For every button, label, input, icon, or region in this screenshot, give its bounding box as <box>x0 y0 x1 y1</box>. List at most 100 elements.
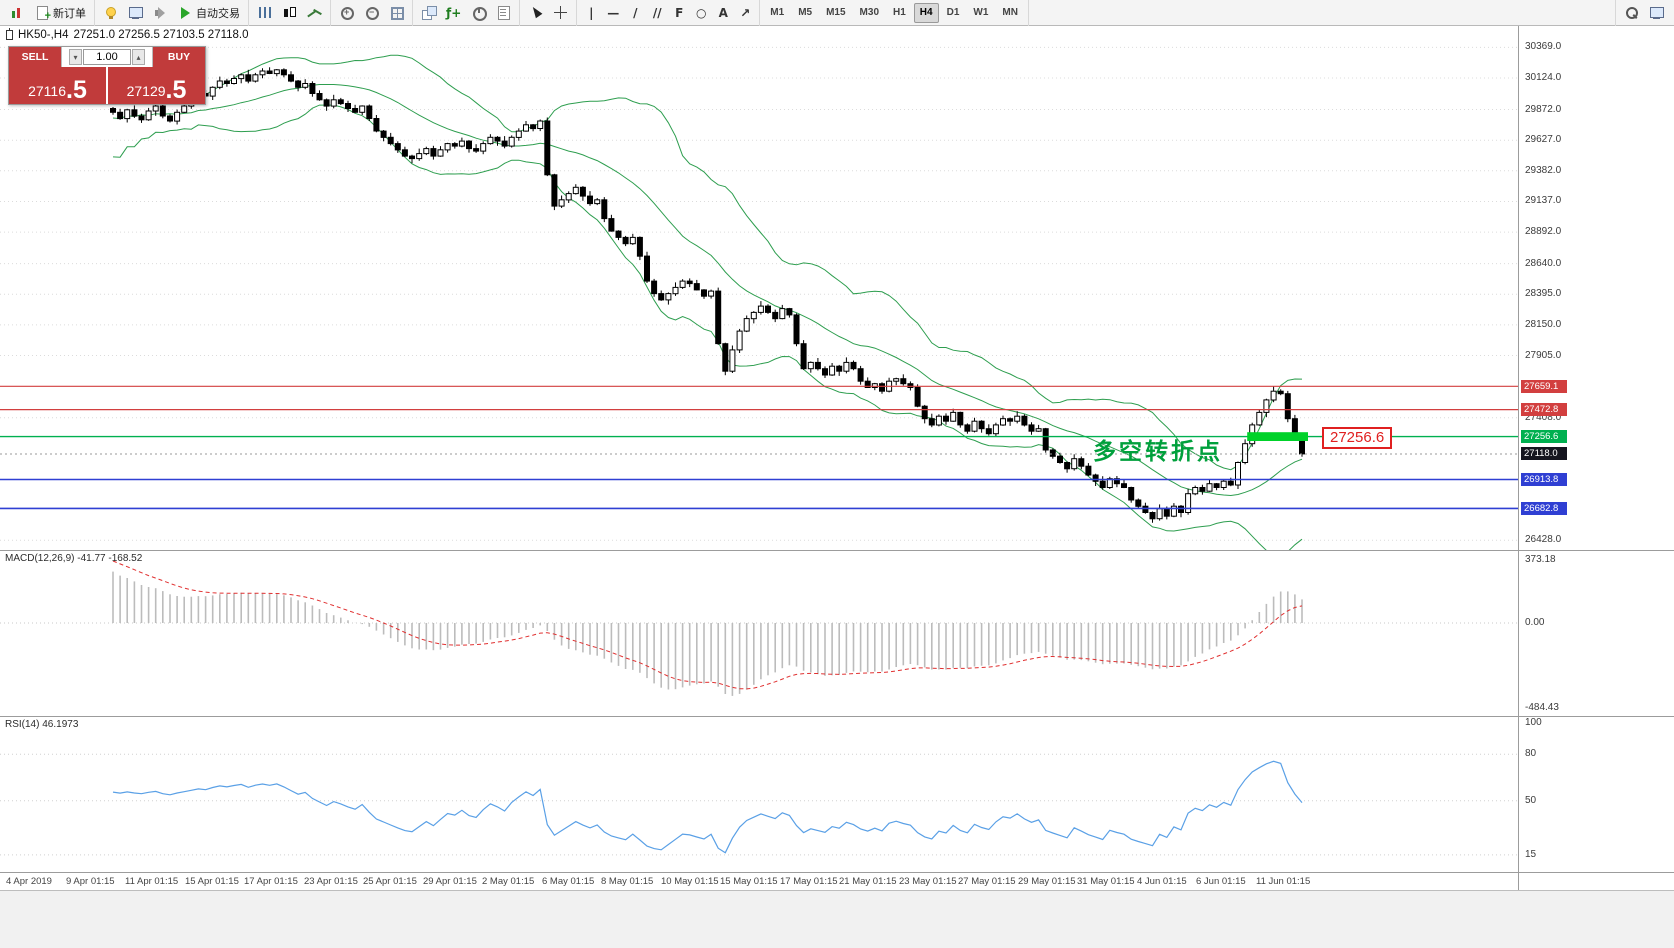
price-chart-pane[interactable]: HK50-,H4 27251.0 27256.5 27103.5 27118.0… <box>0 26 1518 550</box>
time-axis-label: 6 Jun 01:15 <box>1196 876 1246 887</box>
timeframe-m15-button[interactable]: M15 <box>826 7 846 18</box>
macd-canvas[interactable] <box>0 551 1518 716</box>
buy-button[interactable]: BUY <box>153 47 205 67</box>
price-axis-label: 27408.0 <box>1525 412 1562 423</box>
price-tag-support-2[interactable]: 26682.8 <box>1521 502 1567 515</box>
vertical-line-button[interactable]: | <box>581 3 601 23</box>
time-axis-label: 31 May 01:15 <box>1077 876 1135 887</box>
cascade-windows-icon <box>421 5 437 20</box>
zoom-in-button[interactable] <box>335 3 358 23</box>
time-axis-label: 11 Jun 01:15 <box>1256 876 1311 887</box>
auto-trading-icon <box>178 5 193 20</box>
arrows-icon: ↗ <box>740 5 751 20</box>
expert-advisors-button[interactable] <box>99 3 122 23</box>
fibonacci-button[interactable]: F <box>669 3 689 23</box>
buy-button-label: BUY <box>167 51 191 63</box>
price-axis-label: 30369.0 <box>1525 41 1562 52</box>
rsi-canvas[interactable] <box>0 717 1518 872</box>
terminal-button[interactable] <box>124 3 147 23</box>
symbol-period-label: HK50-,H4 <box>18 29 69 41</box>
periods-button[interactable] <box>467 3 490 23</box>
price-chart-canvas[interactable] <box>0 26 1518 550</box>
equidistant-channel-button[interactable]: // <box>647 3 667 23</box>
timeframe-w1-button[interactable]: W1 <box>973 7 989 18</box>
price-callout-label[interactable]: 27256.6 <box>1322 427 1393 449</box>
timeframe-h4-button[interactable]: H4 <box>913 2 939 23</box>
candlestick-chart-button[interactable] <box>278 3 301 23</box>
lot-size-input[interactable] <box>83 49 131 65</box>
time-axis-label: 9 Apr 01:15 <box>66 876 115 887</box>
arrows-button[interactable]: ↗ <box>735 3 755 23</box>
timeframe-d1-button[interactable]: D1 <box>946 7 960 18</box>
new-order-button[interactable]: 新订单 <box>31 3 90 23</box>
cursor-button[interactable] <box>524 3 547 23</box>
templates-icon <box>496 5 511 20</box>
crosshair-icon <box>553 5 568 20</box>
price-tag-resistance-1[interactable]: 27659.1 <box>1521 380 1567 393</box>
sell-price-int: 27116 <box>28 83 67 99</box>
rsi-pane[interactable]: RSI(14) 46.1973 <box>0 716 1518 872</box>
alerts-button[interactable] <box>149 3 172 23</box>
data-window-button[interactable] <box>1645 3 1668 23</box>
price-tag-resistance-2[interactable]: 27472.8 <box>1521 403 1567 416</box>
tile-windows-button[interactable] <box>385 3 408 23</box>
text-button[interactable]: A <box>713 3 733 23</box>
shapes-icon: ○ <box>696 5 707 20</box>
time-axis-label: 27 May 01:15 <box>958 876 1016 887</box>
rsi-axis-label: 80 <box>1525 748 1537 759</box>
time-axis-label: 17 May 01:15 <box>780 876 838 887</box>
chart-workspace: HK50-,H4 27251.0 27256.5 27103.5 27118.0… <box>0 26 1674 890</box>
horizontal-line-icon: — <box>607 5 620 20</box>
line-chart-icon <box>307 5 322 20</box>
search-button[interactable] <box>1620 3 1643 23</box>
price-axis-label: 28395.0 <box>1525 288 1562 299</box>
sell-button[interactable]: SELL <box>9 47 61 67</box>
buy-price-int: 27129 <box>126 83 166 99</box>
crosshair-button[interactable] <box>549 3 572 23</box>
line-chart-button[interactable] <box>303 3 326 23</box>
lot-decrease-button[interactable]: ▾ <box>69 49 82 65</box>
zoom-out-button[interactable] <box>360 3 383 23</box>
price-axis-label: 29872.0 <box>1525 104 1562 115</box>
price-axis-label: 28150.0 <box>1525 319 1562 330</box>
shapes-button[interactable]: ○ <box>691 3 711 23</box>
bar-chart-button[interactable] <box>253 3 276 23</box>
time-axis[interactable]: 4 Apr 2019 9 Apr 01:15 11 Apr 01:15 15 Apr … <box>0 872 1518 890</box>
time-axis-label: 15 Apr 01:15 <box>185 876 239 887</box>
macd-axis-label: -484.43 <box>1525 702 1559 713</box>
turning-point-annotation[interactable]: 多空转折点 <box>1093 438 1223 464</box>
buy-price-button[interactable]: 27129.5 <box>108 67 205 104</box>
trendline-button[interactable]: / <box>625 3 645 23</box>
timeframe-m30-button[interactable]: M30 <box>859 7 879 18</box>
horizontal-line-button[interactable]: — <box>603 3 623 23</box>
zoom-out-icon <box>364 5 379 20</box>
new-order-icon <box>35 5 51 22</box>
auto-trading-button[interactable]: 自动交易 <box>174 3 244 23</box>
bottom-strip <box>0 890 1674 948</box>
vertical-line-icon: | <box>589 5 594 20</box>
timeframe-m1-button[interactable]: M1 <box>770 7 785 18</box>
app-chart-icon-icon <box>10 5 25 20</box>
indicators-button[interactable]: ƒ+ <box>442 3 465 23</box>
timeframe-h1-button[interactable]: H1 <box>893 7 906 18</box>
templates-button[interactable] <box>492 3 515 23</box>
lot-increase-button[interactable]: ▴ <box>132 49 145 65</box>
one-click-trading-panel: SELL ▾ ▴ BUY 27116.5 <box>8 46 206 105</box>
rsi-axis-label: 15 <box>1525 849 1537 860</box>
price-tag-support-1[interactable]: 26913.8 <box>1521 473 1567 486</box>
price-tag-pivot[interactable]: 27256.6 <box>1521 430 1567 443</box>
timeframe-mn-button[interactable]: MN <box>1002 7 1018 18</box>
rsi-axis-label: 50 <box>1525 795 1537 806</box>
search-icon <box>1624 5 1639 20</box>
trendline-icon: / <box>633 5 638 20</box>
timeframe-m5-button[interactable]: M5 <box>798 7 813 18</box>
cursor-icon <box>528 5 543 20</box>
terminal-icon <box>128 5 143 20</box>
price-axis[interactable]: 30369.0 30124.0 29872.0 29627.0 29382.0 29137… <box>1519 26 1674 550</box>
price-axis-column: 30369.0 30124.0 29872.0 29627.0 29382.0 29137… <box>1518 26 1674 890</box>
equidistant-channel-icon: // <box>652 5 662 20</box>
cascade-windows-button[interactable] <box>417 3 440 23</box>
price-tag-current-price[interactable]: 27118.0 <box>1521 447 1567 460</box>
sell-price-button[interactable]: 27116.5 <box>9 67 106 104</box>
macd-pane[interactable]: MACD(12,26,9) -41.77 -168.52 <box>0 550 1518 716</box>
